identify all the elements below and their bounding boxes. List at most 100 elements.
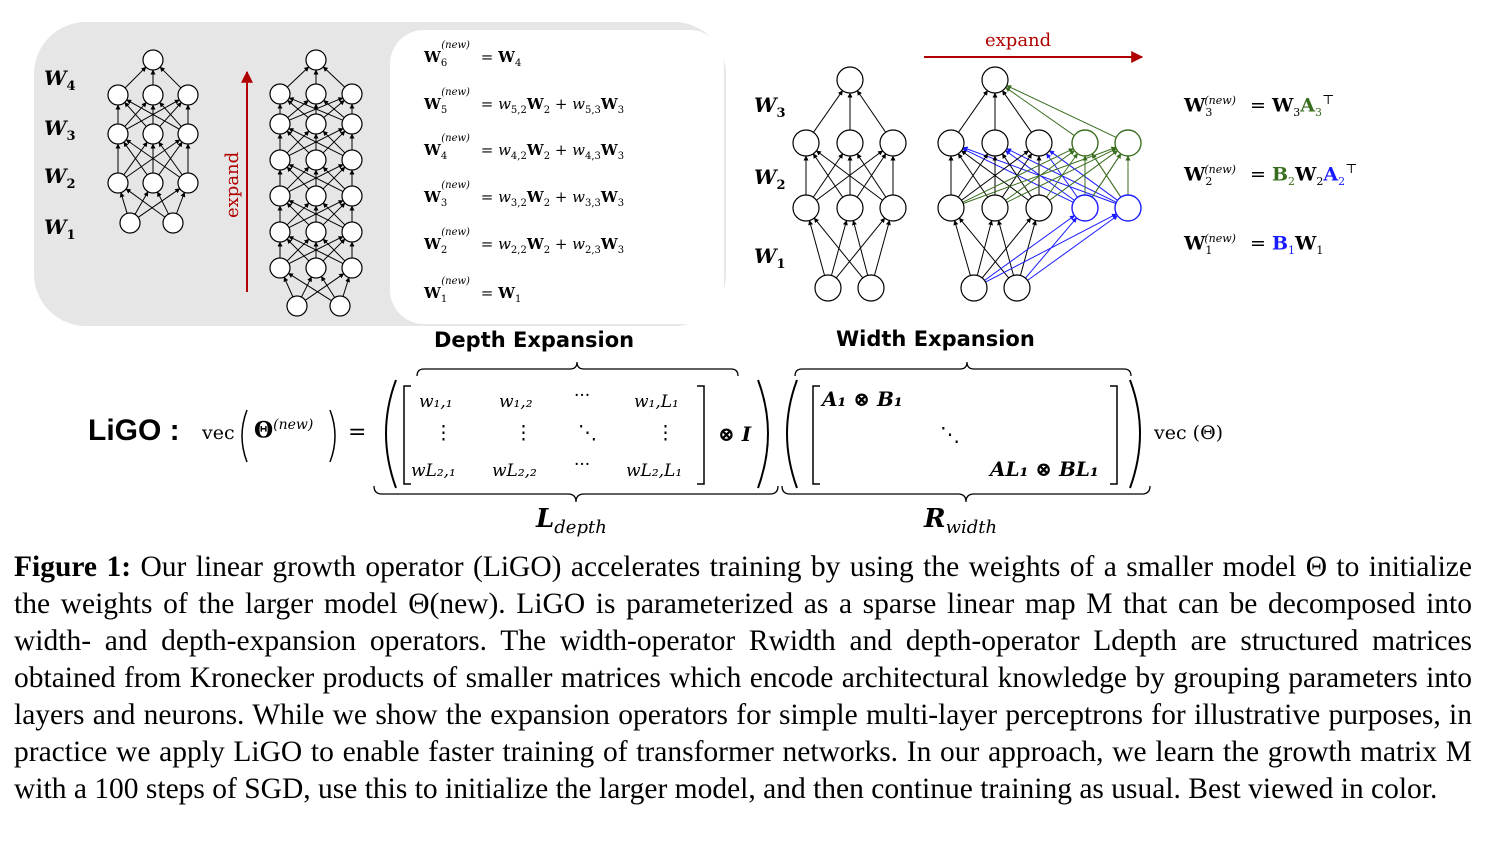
edge xyxy=(323,100,345,118)
neuron xyxy=(981,129,1009,157)
edge xyxy=(1027,215,1118,281)
neuron xyxy=(107,123,129,145)
l-matrix-cell: ⋱ xyxy=(578,422,597,444)
edge xyxy=(322,66,346,88)
neuron xyxy=(836,66,864,94)
neuron xyxy=(981,194,1009,222)
edge xyxy=(873,220,891,276)
neuron xyxy=(879,129,907,157)
neuron xyxy=(836,129,864,157)
neuron xyxy=(836,194,864,222)
edge xyxy=(813,217,864,279)
neuron xyxy=(286,295,308,317)
vec-theta: vec (Θ) xyxy=(1154,422,1224,444)
edge xyxy=(322,166,346,190)
width-big-network xyxy=(937,66,1142,302)
neuron xyxy=(269,149,291,171)
caption-text: Our linear growth operator (LiGO) accele… xyxy=(14,551,1472,805)
neuron xyxy=(341,83,363,105)
edge xyxy=(953,220,971,276)
depth-layer-label-w4: W4 xyxy=(44,66,76,94)
edge xyxy=(288,128,344,156)
width-eq-1: W1(new) = B1W1 xyxy=(1184,232,1324,258)
edge xyxy=(158,141,183,176)
l-matrix-cell: w₁,L₁ xyxy=(634,392,679,412)
neuron xyxy=(305,257,327,279)
width-layer-label-w1: W1 xyxy=(754,244,786,272)
neuron xyxy=(341,149,363,171)
edge xyxy=(1025,217,1077,279)
l-matrix-cell: ⋮ xyxy=(656,422,675,444)
depth-eq-3: W3(new) = w3,2W2 + w3,3W3 xyxy=(424,180,625,209)
neuron xyxy=(937,194,965,222)
neuron xyxy=(305,149,327,171)
edge xyxy=(813,90,843,133)
neuron xyxy=(269,83,291,105)
l-matrix-cell: ··· xyxy=(574,386,591,406)
neuron xyxy=(981,66,1009,94)
neuron xyxy=(857,274,885,302)
neuron xyxy=(341,257,363,279)
neuron xyxy=(269,257,291,279)
neuron xyxy=(177,84,199,106)
edge xyxy=(1005,150,1075,201)
edge xyxy=(286,66,310,88)
edge xyxy=(322,130,346,154)
edge xyxy=(286,166,310,190)
width-expand-label: expand xyxy=(985,30,1052,51)
l-matrix-cell: ⋮ xyxy=(434,422,453,444)
edge xyxy=(320,276,336,298)
edge xyxy=(288,97,343,121)
neuron xyxy=(269,221,291,243)
neuron xyxy=(937,129,965,157)
neuron xyxy=(305,113,327,135)
l-matrix-cell: w₁,₁ xyxy=(419,392,453,412)
edge xyxy=(962,148,1074,203)
neuron xyxy=(269,113,291,135)
neuron xyxy=(142,172,164,194)
small-network xyxy=(107,49,199,234)
edge xyxy=(322,238,346,262)
edge xyxy=(283,276,294,298)
depth-eq-5: W5(new) = w5,2W2 + w5,3W3 xyxy=(424,87,625,116)
l-matrix-cell: wL₂,₂ xyxy=(492,461,537,481)
neuron xyxy=(177,172,199,194)
l-matrix-cell: ··· xyxy=(574,455,591,475)
l-matrix-cell: ⋮ xyxy=(514,422,533,444)
edge xyxy=(288,236,344,264)
width-layer-label-w3: W3 xyxy=(754,93,786,121)
vec-label: vec xyxy=(202,422,235,444)
width-layer-label-w2: W2 xyxy=(754,165,786,193)
figure-caption: Figure 1: Our linear growth operator (Li… xyxy=(14,549,1472,808)
r-width-label: Rwidth xyxy=(924,504,998,539)
width-eq-3: W3(new) = W3A3⊤ xyxy=(1184,93,1335,120)
edge xyxy=(119,192,128,214)
edge xyxy=(137,188,181,218)
l-matrix-cell: wL₂,₁ xyxy=(411,461,456,481)
r-matrix-cell: ⋱ xyxy=(940,422,960,446)
neuron xyxy=(341,221,363,243)
caption-label: Figure 1: xyxy=(14,551,132,583)
edge xyxy=(125,188,166,218)
equals-sign: = xyxy=(348,420,367,445)
neuron xyxy=(305,49,327,71)
edge xyxy=(288,164,344,192)
neuron xyxy=(1025,194,1053,222)
edge xyxy=(957,153,989,198)
edge xyxy=(125,139,181,178)
neuron xyxy=(142,49,164,71)
depth-layer-label-w1: W1 xyxy=(44,215,76,243)
edge xyxy=(124,66,147,89)
width-small-network xyxy=(792,66,907,302)
edge xyxy=(1049,150,1118,201)
edge xyxy=(852,220,869,276)
depth-layer-label-w2: W2 xyxy=(44,164,76,192)
edge xyxy=(958,217,1010,279)
edge xyxy=(856,153,887,198)
edge xyxy=(1091,153,1122,198)
depth-eq-6: W6(new) = W4 xyxy=(424,40,522,69)
neuron xyxy=(107,172,129,194)
new-neuron xyxy=(1071,194,1099,222)
neuron xyxy=(879,194,907,222)
